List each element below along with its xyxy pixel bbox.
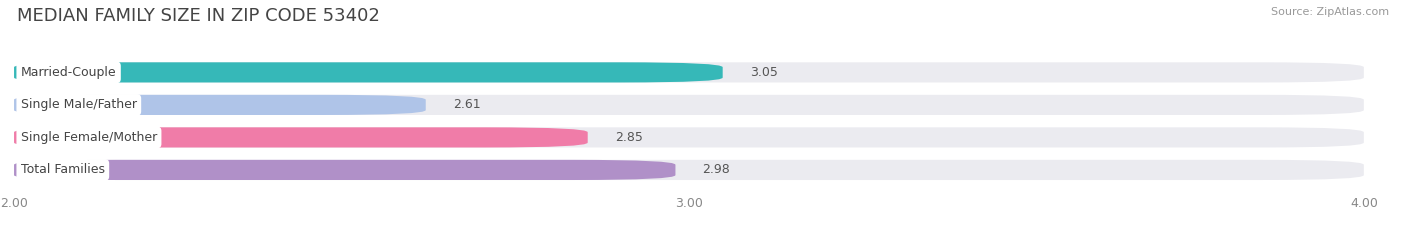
FancyBboxPatch shape (14, 127, 588, 147)
FancyBboxPatch shape (14, 160, 675, 180)
Text: MEDIAN FAMILY SIZE IN ZIP CODE 53402: MEDIAN FAMILY SIZE IN ZIP CODE 53402 (17, 7, 380, 25)
Text: Single Male/Father: Single Male/Father (21, 98, 136, 111)
FancyBboxPatch shape (14, 62, 1364, 82)
Text: 2.85: 2.85 (614, 131, 643, 144)
Text: Single Female/Mother: Single Female/Mother (21, 131, 157, 144)
FancyBboxPatch shape (14, 127, 1364, 147)
Text: 2.61: 2.61 (453, 98, 481, 111)
FancyBboxPatch shape (14, 62, 723, 82)
Text: Total Families: Total Families (21, 163, 105, 176)
Text: 3.05: 3.05 (749, 66, 778, 79)
Text: 2.98: 2.98 (703, 163, 730, 176)
Text: Married-Couple: Married-Couple (21, 66, 117, 79)
FancyBboxPatch shape (14, 95, 426, 115)
FancyBboxPatch shape (14, 95, 1364, 115)
Text: Source: ZipAtlas.com: Source: ZipAtlas.com (1271, 7, 1389, 17)
FancyBboxPatch shape (14, 160, 1364, 180)
